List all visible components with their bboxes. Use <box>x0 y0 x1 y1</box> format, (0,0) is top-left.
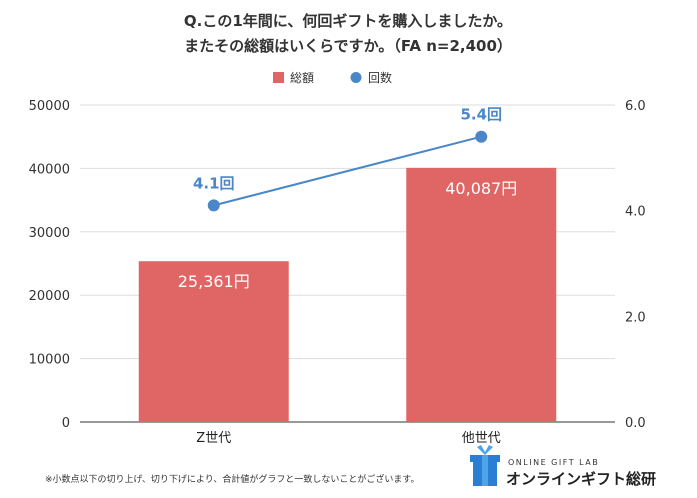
bar <box>138 261 289 422</box>
bar-data-label: 25,361円 <box>178 272 250 291</box>
y-right-tick-label: 2.0 <box>625 310 646 325</box>
line-path <box>213 135 482 207</box>
x-category-label: Z世代 <box>196 431 231 446</box>
y-left-tick-label: 20000 <box>29 289 70 304</box>
line-point <box>475 130 488 143</box>
axes: 0 10000 20000 30000 40000 50000 0.0 2.0 4.0 6.0 Z世… <box>29 99 646 446</box>
y-right-tick-label: 6.0 <box>625 99 646 114</box>
line-point <box>207 199 220 212</box>
legend-label-bar: 総額 <box>290 71 314 85</box>
logo-tagline: ONLINE GIFT LAB <box>508 458 599 467</box>
y-right-tick-label: 4.0 <box>625 205 646 220</box>
line-series: 4.1回 5.4回 <box>193 106 502 212</box>
bar-data-label: 40,087円 <box>445 179 517 198</box>
y-right-tick-label: 0.0 <box>625 416 646 431</box>
legend-swatch-line <box>350 72 362 83</box>
x-category-label: 他世代 <box>462 431 501 446</box>
y-left-tick-label: 40000 <box>29 162 70 177</box>
line-data-label: 4.1回 <box>193 174 235 192</box>
y-left-tick-label: 30000 <box>29 226 70 241</box>
line-data-label: 5.4回 <box>460 106 502 124</box>
legend-label-line: 回数 <box>368 70 392 85</box>
chart-subtitle: またその総額はいくらですか。（FA n=2,400） <box>184 37 512 55</box>
bar <box>406 167 557 422</box>
logo-name: オンラインギフト総研 <box>506 470 656 488</box>
bars: 25,361円 40,087円 <box>138 167 557 422</box>
gift-box-icon <box>470 445 500 486</box>
legend-swatch-bar <box>273 72 284 83</box>
chart-title: Q.この1年間に、何回ギフトを購入しましたか。 <box>184 12 512 30</box>
footnote: ※小数点以下の切り上げ、切り下げにより、合計値がグラフと一致しないことがございま… <box>45 473 419 485</box>
y-left-tick-label: 50000 <box>29 99 70 114</box>
legend: 総額 回数 <box>273 70 392 85</box>
y-left-tick-label: 10000 <box>29 353 70 368</box>
logo: ONLINE GIFT LAB オンラインギフト総研 <box>470 445 656 488</box>
y-left-tick-label: 0 <box>62 416 70 431</box>
